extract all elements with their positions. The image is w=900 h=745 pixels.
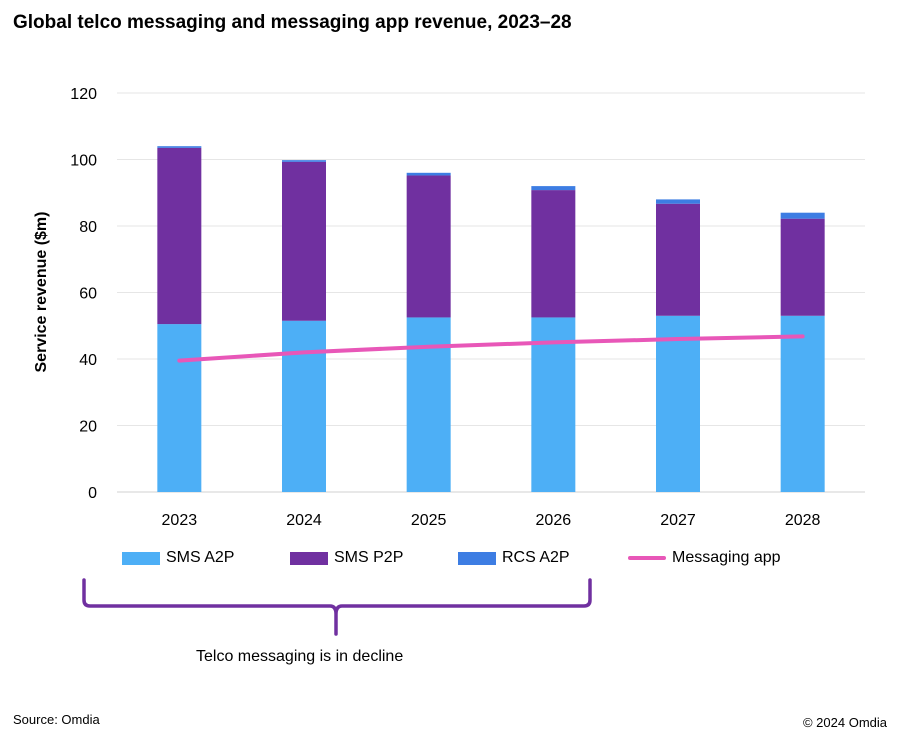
gridlines [117, 92, 865, 493]
source-note: Source: Omdia [13, 712, 100, 727]
legend-swatch-rcs-a2p [458, 551, 496, 565]
bar-sms-a2p [656, 315, 700, 492]
legend-swatch-messaging-app [628, 556, 666, 560]
bar-rcs-a2p [282, 160, 326, 162]
bar-rcs-a2p [656, 199, 700, 204]
bar-sms-p2p [656, 203, 700, 316]
y-tick-label: 20 [79, 419, 97, 436]
legend-label-sms-p2p: SMS P2P [334, 549, 404, 566]
bar-sms-p2p [282, 161, 326, 321]
y-axis-tick-labels: 0 20 40 60 80 100 120 [70, 86, 97, 502]
legend-rcs-a2p: RCS A2P [458, 548, 570, 568]
copyright-note: © 2024 Omdia [802, 715, 887, 730]
bar-sms-a2p [157, 324, 202, 492]
decline-bracket [82, 578, 592, 636]
bars [157, 146, 825, 492]
legend-swatch-sms-p2p [290, 551, 328, 565]
y-tick-label: 60 [79, 286, 97, 303]
x-tick-label: 2026 [536, 512, 572, 529]
legend-label-rcs-a2p: RCS A2P [502, 549, 570, 566]
bar-rcs-a2p [780, 212, 825, 219]
bar-sms-a2p [780, 315, 825, 492]
y-tick-label: 100 [70, 153, 97, 170]
legend-label-sms-a2p: SMS A2P [166, 549, 235, 566]
bar-sms-p2p [780, 218, 825, 316]
bar-sms-p2p [531, 190, 576, 318]
bar-sms-p2p [406, 175, 451, 318]
legend-sms-a2p: SMS A2P [122, 548, 234, 568]
y-tick-label: 80 [79, 219, 97, 236]
bar-sms-a2p [406, 317, 451, 492]
bar-rcs-a2p [157, 146, 202, 148]
x-tick-label: 2027 [660, 512, 696, 529]
y-tick-label: 0 [88, 485, 97, 502]
bar-sms-a2p [282, 320, 326, 492]
x-tick-label: 2024 [286, 512, 322, 529]
messaging-app-line-layer [177, 334, 805, 363]
bar-sms-p2p [157, 147, 202, 325]
bar-rcs-a2p [406, 172, 451, 176]
legend-sms-p2p: SMS P2P [290, 548, 403, 568]
legend-messaging-app: Messaging app [628, 548, 781, 568]
x-axis-tick-labels: 2023 2024 2025 2026 2027 2028 [162, 512, 821, 529]
y-axis-label: Service revenue ($m) [33, 212, 50, 373]
y-tick-label: 120 [70, 86, 97, 103]
messaging-app-line [177, 334, 805, 363]
legend-label-messaging-app: Messaging app [672, 549, 781, 566]
x-tick-label: 2028 [785, 512, 821, 529]
y-tick-label: 40 [79, 352, 97, 369]
x-tick-label: 2025 [411, 512, 447, 529]
x-tick-label: 2023 [162, 512, 198, 529]
bar-rcs-a2p [531, 186, 576, 191]
decline-annotation: Telco messaging is in decline [196, 648, 404, 665]
legend-swatch-sms-a2p [122, 551, 160, 565]
chart-title: Global telco messaging and messaging app… [13, 12, 572, 33]
bar-sms-a2p [531, 317, 576, 492]
